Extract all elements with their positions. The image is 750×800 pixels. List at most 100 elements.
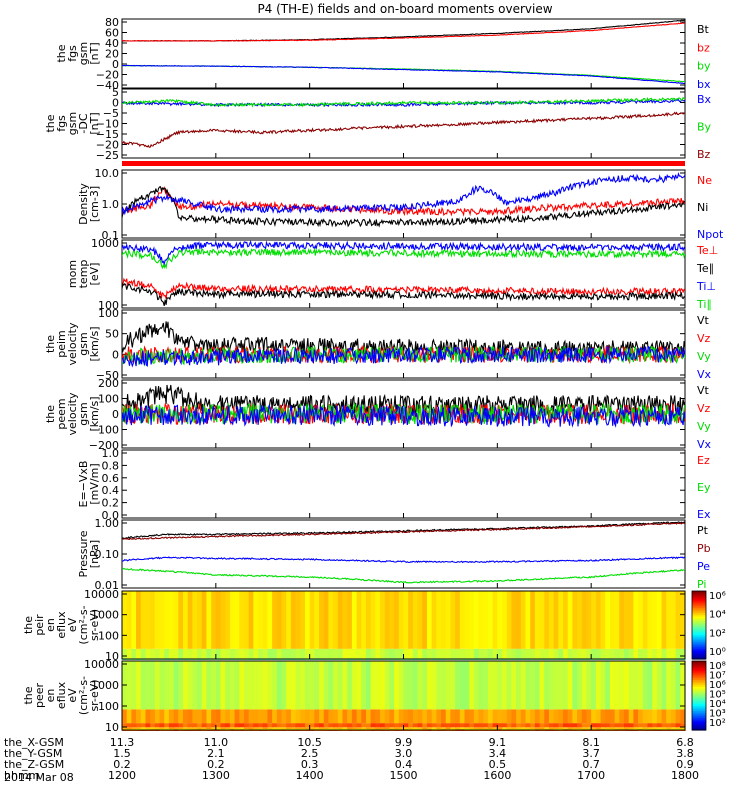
heatmap-cell <box>150 591 156 649</box>
colorbar-segment <box>692 609 706 612</box>
panel-peem_velocity: 200 100 0 −100 −200 thepeemvelocitygsm[km/s] V… <box>44 377 712 452</box>
heatmap-cell <box>187 723 193 728</box>
heatmap-cell <box>628 727 634 729</box>
colorbar-segment <box>692 648 706 652</box>
y-axis-label: thepeirenefluxeV(cm²-s-sr-eV) <box>22 605 101 644</box>
heatmap-cell <box>333 591 339 649</box>
y-axis-label-line: peir <box>33 614 46 636</box>
heatmap-cell <box>445 591 452 649</box>
colorbar-segment <box>692 601 706 604</box>
panel-mom_temp: 1000 100 momtemp[eV] Te⊥ Te∥ Ti⊥ Ti∥ <box>66 237 718 312</box>
heatmap-cell <box>328 709 334 724</box>
heatmap-cell <box>126 727 132 729</box>
heatmap-cell <box>243 591 250 649</box>
y-tick-label: −25 <box>96 149 119 162</box>
heatmap-cell <box>347 591 353 649</box>
heatmap-cell <box>422 723 428 728</box>
heatmap-cell <box>431 728 437 730</box>
heatmap-cell <box>164 661 170 710</box>
heatmap-cell <box>197 723 203 728</box>
heatmap-cell <box>525 661 531 710</box>
heatmap-cell <box>563 591 569 649</box>
heatmap-cell <box>670 723 677 728</box>
colorbar-tick-label: 10⁴ <box>709 610 726 621</box>
heatmap-cell <box>614 709 620 724</box>
heatmap-cell <box>258 648 264 659</box>
heatmap-cell <box>492 661 498 710</box>
heatmap-cell <box>164 591 170 649</box>
series-line-Pi <box>122 567 685 584</box>
heatmap-cell <box>239 728 245 730</box>
heatmap-cell <box>670 661 677 710</box>
heatmap-cell <box>262 727 269 729</box>
heatmap-cell <box>206 728 212 730</box>
heatmap-cell <box>516 723 522 728</box>
heatmap-cell <box>337 709 344 724</box>
heatmap-cell <box>469 648 475 659</box>
heatmap-cell <box>239 727 245 729</box>
heatmap-cell <box>140 591 147 649</box>
heatmap-cell <box>548 591 555 649</box>
heatmap-cell <box>370 727 376 729</box>
heatmap-cell <box>384 728 391 730</box>
heatmap-cell <box>286 709 292 724</box>
heatmap-cell <box>403 648 409 659</box>
heatmap-cell <box>304 709 311 724</box>
heatmap-cell <box>319 648 325 659</box>
heatmap-cell <box>642 591 649 649</box>
heatmap-cell <box>314 661 320 710</box>
colorbar-segment <box>692 692 706 695</box>
heatmap-cell <box>234 728 240 730</box>
colorbar-tick-label: 10² <box>709 718 726 729</box>
series-line-Te∥ <box>122 282 685 307</box>
heatmap-cell <box>211 727 217 729</box>
heatmap-cell <box>459 727 466 729</box>
heatmap-cell <box>197 591 203 649</box>
heatmap-cell <box>563 661 569 710</box>
legend-label: Vz <box>697 332 711 345</box>
heatmap-cell <box>530 709 536 724</box>
heatmap-cell <box>178 727 184 729</box>
heatmap-cell <box>243 723 250 728</box>
heatmap-cell <box>182 727 189 729</box>
heatmap-cell <box>173 728 179 730</box>
legend-label: Bz <box>697 148 711 161</box>
heatmap-cell <box>464 591 470 649</box>
heatmap-cell <box>558 728 564 730</box>
heatmap-cell <box>422 728 428 730</box>
heatmap-cell <box>286 728 292 730</box>
heatmap-cell <box>539 591 545 649</box>
heatmap-cell <box>544 648 550 659</box>
heatmap-cell <box>309 728 315 730</box>
heatmap-cell <box>262 723 269 728</box>
heatmap-cell <box>628 591 634 649</box>
heatmap-cell <box>131 591 137 649</box>
heatmap-cell <box>511 661 517 710</box>
x-tick-label: 1500 <box>390 769 418 782</box>
colorbar-segment <box>692 664 706 667</box>
heatmap-cell <box>525 591 531 649</box>
heatmap-cell <box>333 709 339 724</box>
series-line-Vx <box>122 345 685 368</box>
y-tick-label: −50 <box>96 369 119 382</box>
heatmap-cell <box>229 727 236 729</box>
heatmap-cell <box>417 727 423 729</box>
heatmap-cell <box>295 727 301 729</box>
y-axis-label-line: en <box>44 618 57 632</box>
y-tick-label: −40 <box>96 79 119 92</box>
y-tick-label: 1.0 <box>102 447 120 460</box>
heatmap-cell <box>403 709 409 724</box>
heatmap-cell <box>225 591 231 649</box>
heatmap-cell <box>558 727 564 729</box>
heatmap-cell <box>136 661 142 710</box>
heatmap-cell <box>173 723 179 728</box>
heatmap-cell <box>666 727 672 729</box>
heatmap-cell <box>628 728 634 730</box>
heatmap-cell <box>168 648 175 659</box>
colorbar-segment <box>692 653 706 657</box>
heatmap-cell <box>323 591 330 649</box>
heatmap-cell <box>253 727 259 729</box>
heatmap-cell <box>487 728 494 730</box>
